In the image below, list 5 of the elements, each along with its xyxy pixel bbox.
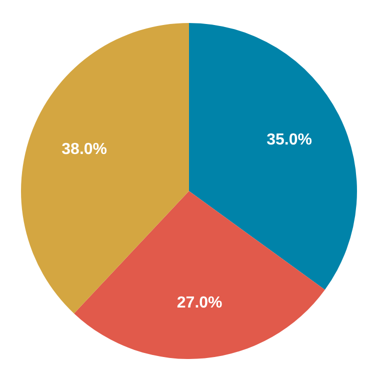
pie-slice bbox=[189, 23, 357, 290]
pie-slice bbox=[74, 191, 325, 359]
data-label: 38.0% bbox=[62, 141, 108, 158]
data-label: 35.0% bbox=[266, 131, 312, 148]
data-label: 27.0% bbox=[176, 294, 222, 312]
